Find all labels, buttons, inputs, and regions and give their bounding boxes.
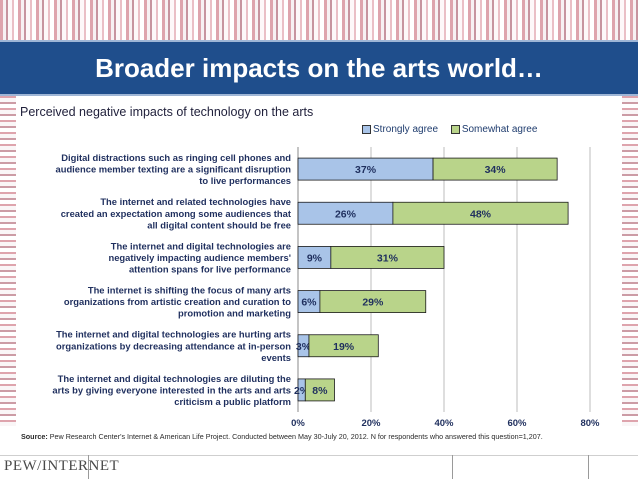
category-label: Digital distractions such as ringing cel… (61, 152, 291, 163)
category-label: all digital content should be free (147, 219, 291, 230)
data-label: 31% (377, 252, 399, 264)
category-label: to live performances (199, 175, 291, 186)
category-label: The internet and related technologies ha… (100, 196, 291, 207)
data-label: 8% (312, 385, 328, 397)
data-label: 48% (470, 208, 492, 220)
legend-swatch-strongly-agree (362, 124, 371, 134)
category-label: criticism a public platform (174, 396, 291, 407)
bar-somewhat-agree (308, 334, 379, 358)
data-label: 37% (355, 164, 377, 176)
x-tick-label: 20% (361, 418, 381, 429)
data-label: 26% (335, 208, 357, 220)
bar-somewhat-agree (330, 246, 445, 269)
data-label: 9% (307, 252, 323, 264)
data-label: 29% (362, 297, 384, 309)
legend-item-somewhat-agree: Somewhat agree (450, 124, 538, 135)
source-text: Pew Research Center's Internet & America… (47, 432, 543, 441)
category-label: The internet and digital technologies ar… (56, 329, 291, 340)
category-label: events (261, 352, 291, 363)
chart-title: Perceived negative impacts of technology… (20, 105, 314, 119)
x-tick-label: 0% (291, 418, 305, 429)
decorative-left-strip (0, 96, 16, 426)
footer-divider (88, 455, 89, 479)
decorative-top-band-overlay (0, 0, 638, 40)
source-label: Source: (21, 432, 48, 441)
legend-label-strongly-agree: Strongly agree (373, 124, 439, 135)
data-label: 6% (301, 297, 317, 309)
category-label: audience member texting are a significan… (56, 164, 292, 175)
pew-internet-logo: PEW/INTERNET (4, 458, 120, 474)
bar-somewhat-agree (319, 290, 427, 313)
slide-title: Broader impacts on the arts world… (95, 53, 543, 83)
category-label: promotion and marketing (178, 308, 291, 319)
bar-somewhat-agree (304, 378, 335, 402)
bar-somewhat-agree (392, 201, 569, 225)
data-label: 34% (485, 164, 507, 176)
category-label: attention spans for live performance (129, 264, 291, 275)
bar-somewhat-agree (432, 157, 558, 181)
category-label: The internet and digital technologies ar… (111, 240, 291, 251)
category-label: organizations from artistic creation and… (64, 296, 291, 307)
decorative-top-band (0, 0, 638, 40)
category-label: The internet is shifting the focus of ma… (88, 284, 291, 295)
footer-divider (588, 455, 589, 479)
category-label: negatively impacting audience members' (108, 252, 291, 263)
category-label: created an expectation among some audien… (61, 208, 291, 219)
x-tick-label: 40% (434, 418, 454, 429)
data-label: 3% (296, 341, 312, 353)
chart-legend: Strongly agree Somewhat agree (362, 124, 547, 135)
legend-swatch-somewhat-agree (450, 124, 460, 134)
category-label: arts by giving everyone interested in th… (52, 384, 291, 395)
source-note: Source: Pew Research Center's Internet &… (21, 432, 543, 441)
category-label: organizations by decreasing attendance a… (56, 340, 291, 351)
x-tick-label: 80% (580, 418, 600, 429)
category-label: The internet and digital technologies ar… (58, 373, 291, 384)
legend-item-strongly-agree: Strongly agree (362, 124, 438, 135)
legend-label-somewhat-agree: Somewhat agree (461, 124, 538, 135)
x-tick-label: 60% (507, 418, 527, 429)
footer-divider (452, 455, 453, 479)
data-label: 19% (333, 341, 355, 353)
footer-bar (0, 455, 638, 479)
title-bar: Broader impacts on the arts world… (0, 40, 638, 96)
decorative-right-strip (622, 96, 638, 426)
